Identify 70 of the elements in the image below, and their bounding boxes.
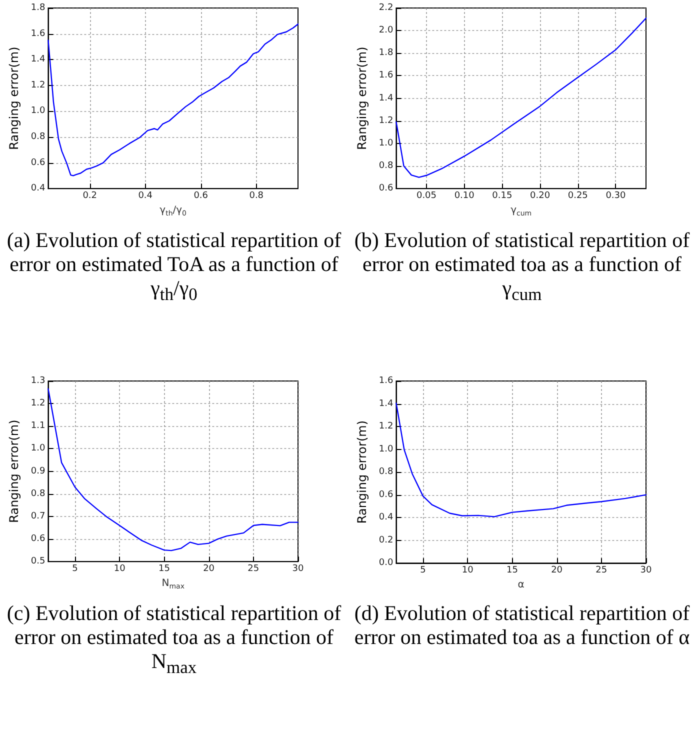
y-tick-label: 0.0: [378, 558, 394, 568]
x-tick-label: 30: [640, 566, 652, 576]
y-tick-label: 0.6: [378, 490, 394, 500]
y-tick-label: 0.6: [30, 158, 46, 168]
x-tick-label: 0.05: [416, 191, 437, 202]
x-tick-label: 0.25: [568, 191, 588, 202]
x-tick-label: 10: [462, 566, 474, 576]
y-tick-label: 2.2: [378, 3, 394, 13]
y-tick-label: 1.8: [378, 48, 394, 58]
y-tick-label: 1.3: [30, 376, 46, 386]
x-tick-label: 15: [158, 564, 170, 574]
y-tick-label: 1.4: [378, 398, 394, 409]
y-tick-label: 1.0: [30, 106, 46, 116]
y-tick-label: 1.2: [378, 422, 394, 432]
y-axis-title: Ranging error(m): [355, 420, 369, 524]
x-tick-label: 0.2: [82, 191, 98, 202]
y-axis-title: Ranging error(m): [7, 420, 21, 523]
x-tick-label: 30: [292, 564, 304, 574]
text: (b) Evolution of statistical repartition of error on estimated toa as a function of γ$_{cum}$: [353, 228, 691, 306]
line-series: [396, 402, 647, 518]
x-tick-label: 10: [114, 564, 126, 574]
text: (a) Evolution of statistical repartition of error on estimated ToA as a function of γ$_{th}$/γ$_{0}$: [6, 228, 342, 306]
x-tick-label: 0.30: [606, 191, 626, 202]
y-tick-label: 0.6: [30, 534, 46, 544]
y-tick-label: 1.4: [378, 93, 394, 104]
y-tick-label: 0.7: [30, 511, 46, 522]
x-tick-label: 0.10: [454, 191, 475, 202]
y-tick-label: 1.1: [30, 421, 46, 432]
x-tick-label: 15: [506, 566, 518, 576]
text: (c) Evolution of statistical repartition of error on estimated toa as a function of N$_{max}$: [6, 601, 342, 680]
y-tick-label: 1.2: [30, 80, 46, 90]
y-tick-label: 0.2: [378, 535, 394, 546]
y-tick-label: 0.4: [378, 512, 394, 523]
x-tick-label: 20: [551, 566, 563, 576]
y-tick-label: 1.8: [30, 3, 46, 13]
y-tick-label: 2.0: [378, 26, 394, 36]
x-tick-label: 0.6: [194, 191, 208, 202]
y-tick-label: 0.8: [378, 467, 394, 478]
line-series: [48, 388, 299, 552]
line-series: [48, 24, 299, 176]
y-tick-label: 0.8: [30, 488, 46, 499]
y-tick-label: 1.2: [30, 398, 46, 409]
x-tick-label: 5: [420, 566, 426, 576]
x-tick-label: 0.4: [138, 191, 153, 202]
x-tick-label: 5: [72, 564, 78, 574]
y-tick-label: 0.8: [378, 161, 394, 172]
y-tick-label: 0.9: [30, 466, 46, 476]
y-tick-label: 1.6: [378, 70, 394, 81]
y-tick-label: 0.4: [30, 184, 46, 194]
y-tick-label: 1.0: [30, 444, 46, 454]
text: (d) Evolution of statistical repartition of error on estimated toa as a function of α: [353, 601, 691, 649]
y-axis-title: Ranging error(m): [7, 46, 21, 150]
y-tick-label: 0.6: [378, 184, 394, 194]
y-tick-label: 1.0: [378, 444, 394, 454]
x-tick-label: 0.8: [249, 191, 264, 202]
x-tick-label: 20: [203, 564, 215, 574]
y-tick-label: 1.4: [30, 54, 46, 65]
y-tick-label: 1.0: [378, 138, 394, 148]
y-tick-label: 0.8: [30, 132, 46, 142]
x-tick-label: 0.15: [492, 191, 512, 202]
y-tick-label: 1.2: [378, 116, 394, 126]
y-tick-label: 1.6: [378, 376, 394, 386]
y-axis-title: Ranging error(m): [355, 46, 369, 150]
x-tick-label: 0.20: [530, 191, 550, 202]
y-tick-label: 1.6: [30, 28, 46, 39]
x-tick-label: 25: [248, 564, 260, 574]
y-tick-label: 0.5: [30, 556, 46, 567]
x-tick-label: 25: [596, 566, 608, 576]
line-series: [396, 18, 647, 178]
x-axis-title: α: [518, 580, 525, 590]
